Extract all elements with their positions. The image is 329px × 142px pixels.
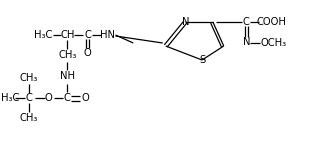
Text: HN: HN [100,30,115,40]
Text: OCH₃: OCH₃ [261,38,287,48]
Text: CH₃: CH₃ [20,73,38,83]
Text: C: C [25,93,32,103]
Text: C: C [64,93,71,103]
Text: H₃C: H₃C [1,93,19,103]
Text: CH₃: CH₃ [20,113,38,123]
Text: NH: NH [60,71,75,81]
Text: O: O [45,93,53,103]
Text: S: S [199,55,205,65]
Text: C: C [243,17,250,27]
Text: COOH: COOH [257,17,287,27]
Text: N: N [242,37,250,47]
Text: CH₃: CH₃ [58,50,76,60]
Text: C: C [85,30,91,40]
Text: O: O [81,93,89,103]
Text: CH: CH [60,30,74,40]
Text: O: O [83,48,91,58]
Text: N: N [182,17,189,27]
Text: H₃C: H₃C [34,30,52,40]
